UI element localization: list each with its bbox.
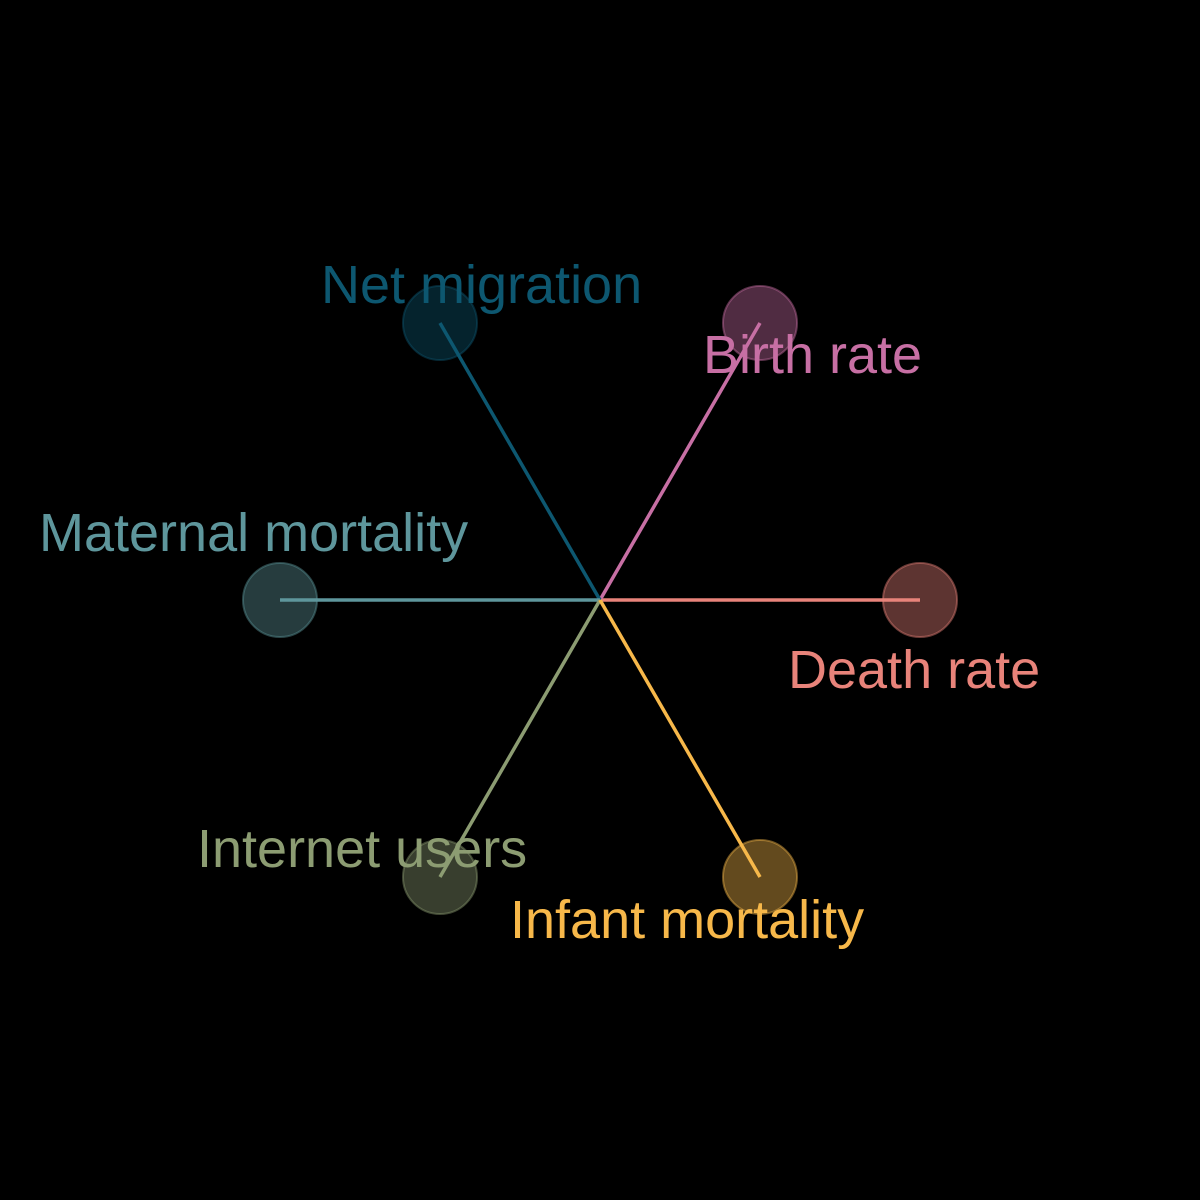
spoke-internet-users: Internet users: [197, 599, 602, 915]
spoke-line-net-migration: [438, 322, 602, 601]
spoke-maternal-mortality: Maternal mortality: [39, 503, 600, 638]
spoke-death-rate: Death rate: [600, 562, 1040, 700]
spoke-line-internet-users: [438, 599, 602, 878]
spoke-net-migration: Net migration: [321, 255, 642, 601]
spoke-line-infant-mortality: [598, 599, 762, 878]
spoke-label-infant-mortality: Infant mortality: [510, 890, 864, 950]
spoke-label-internet-users: Internet users: [197, 819, 527, 879]
spoke-label-birth-rate: Birth rate: [703, 325, 922, 385]
spoke-label-death-rate: Death rate: [788, 640, 1040, 700]
spoke-label-maternal-mortality: Maternal mortality: [39, 503, 468, 563]
spoke-line-birth-rate: [598, 322, 762, 601]
spoke-infant-mortality: Infant mortality: [510, 599, 864, 950]
spoke-label-net-migration: Net migration: [321, 255, 642, 315]
spoke-birth-rate: Birth rate: [598, 285, 922, 601]
